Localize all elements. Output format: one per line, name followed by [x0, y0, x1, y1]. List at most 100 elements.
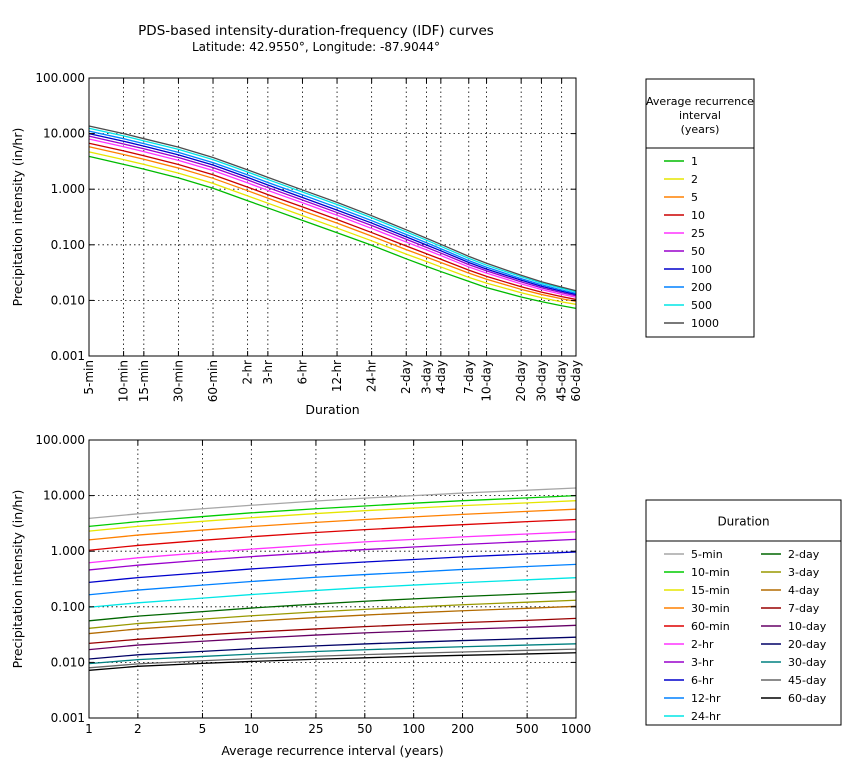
legend-label: 15-min [691, 584, 730, 597]
chart-title: PDS-based intensity-duration-frequency (… [138, 23, 494, 39]
x-tick-label: 10-day [480, 360, 494, 402]
series-line [88, 151, 577, 305]
series-line [88, 599, 577, 629]
series-line [88, 500, 577, 532]
x-tick-label: 25 [308, 722, 323, 736]
legend-title: Average recurrence [646, 95, 754, 108]
series-line [88, 138, 577, 298]
x-tick-label: 500 [516, 722, 539, 736]
x-tick-label: 60-min [206, 360, 220, 402]
legend-box [645, 78, 755, 338]
series-line [88, 127, 577, 293]
legend-label: 2-day [788, 548, 820, 561]
x-tick-label: 30-day [534, 360, 548, 402]
y-tick-label: 10.000 [43, 127, 85, 141]
series-line [88, 487, 577, 519]
x-tick-label: 30-min [171, 360, 185, 402]
y-tick-label: 0.100 [51, 238, 85, 252]
x-tick-label: 12-hr [330, 360, 344, 392]
y-tick-label: 10.000 [43, 489, 85, 503]
plot-frame [88, 439, 577, 719]
legend-label: 60-min [691, 620, 730, 633]
y-tick-label: 100.000 [35, 71, 85, 85]
x-tick-label: 2 [134, 722, 142, 736]
legend-label: 3-day [788, 566, 820, 579]
series-line [88, 494, 577, 527]
recurrence-legend: Average recurrenceinterval(years)1251025… [645, 78, 755, 338]
series-line [88, 636, 577, 660]
y-tick-label: 1.000 [51, 182, 85, 196]
y-tick-label: 0.001 [51, 711, 85, 725]
series-line [88, 617, 577, 645]
legend-label: 50 [691, 245, 705, 258]
y-tick-label: 100.000 [35, 433, 85, 447]
x-tick-label: 2-hr [241, 360, 255, 385]
x-tick-label: 100 [402, 722, 425, 736]
series-line [88, 531, 577, 564]
series-line [88, 155, 577, 309]
series-line [88, 648, 577, 669]
x-tick-label: 10 [244, 722, 259, 736]
series-line [88, 652, 577, 671]
legend-label: 6-hr [691, 674, 714, 687]
x-tick-label: 3-day [419, 360, 433, 394]
x-tick-label: 45-day [555, 360, 569, 402]
legend-label: 45-day [788, 674, 827, 687]
plot-frame [88, 77, 577, 357]
x-tick-label: 20-day [514, 360, 528, 402]
x-tick-label: 10-min [117, 360, 131, 402]
x-tick-label: 6-hr [295, 360, 309, 385]
series-line [88, 624, 577, 651]
series-line [88, 551, 577, 584]
x-tick-label: 4-day [434, 360, 448, 394]
series-line [88, 643, 577, 665]
y-tick-label: 0.100 [51, 600, 85, 614]
legend-label: 30-day [788, 656, 827, 669]
legend-label: 2 [691, 173, 698, 186]
legend-label: 4-day [788, 584, 820, 597]
legend-label: 24-hr [691, 710, 721, 723]
y-tick-label: 0.010 [51, 293, 85, 307]
x-tick-label: 24-hr [365, 360, 379, 392]
x-tick-label: 3-hr [261, 360, 275, 385]
legend-title: (years) [681, 123, 720, 136]
y-tick-label: 1.000 [51, 544, 85, 558]
series-line [88, 132, 577, 296]
legend-label: 25 [691, 227, 705, 240]
legend-label: 10-day [788, 620, 827, 633]
series-line [88, 591, 577, 622]
x-tick-label: 1000 [561, 722, 592, 736]
series-line [88, 563, 577, 596]
x-tick-label: 60-day [569, 360, 583, 402]
legend-label: 100 [691, 263, 712, 276]
legend-label: 3-hr [691, 656, 714, 669]
legend-label: 30-min [691, 602, 730, 615]
legend-title: Duration [717, 515, 769, 529]
x-tick-label: 5 [199, 722, 207, 736]
y-tick-label: 0.001 [51, 349, 85, 363]
legend-box [645, 499, 842, 726]
legend-label: 10 [691, 209, 705, 222]
x-tick-label: 15-min [137, 360, 151, 402]
series-line [88, 605, 577, 635]
y-tick-label: 0.010 [51, 655, 85, 669]
chart-subtitle: Latitude: 42.9550°, Longitude: -87.9044° [192, 40, 440, 54]
legend-label: 5 [691, 191, 698, 204]
x-tick-label: 1 [85, 722, 93, 736]
x-tick-label: 5-min [82, 360, 96, 395]
legend-label: 12-hr [691, 692, 721, 705]
legend-label: 60-day [788, 692, 827, 705]
series-line [88, 508, 577, 541]
y-axis-label: Precipitation intensity (in/hr) [10, 128, 25, 307]
series-line [88, 577, 577, 608]
series-line [88, 538, 577, 571]
y-axis-label: Precipitation intensity (in/hr) [10, 490, 25, 669]
legend-label: 10-min [691, 566, 730, 579]
x-axis-label: Duration [305, 402, 359, 417]
legend-label: 20-day [788, 638, 827, 651]
legend-title: interval [679, 109, 721, 122]
legend-label: 200 [691, 281, 712, 294]
